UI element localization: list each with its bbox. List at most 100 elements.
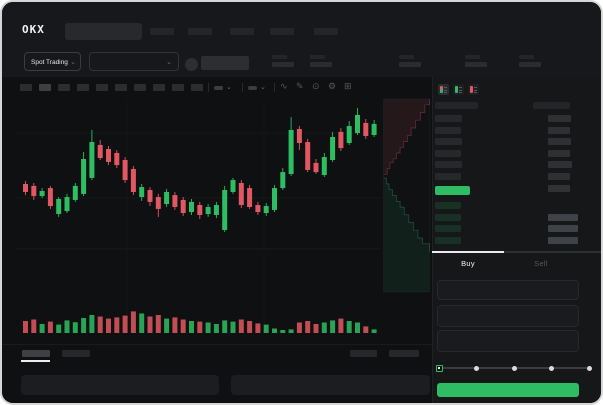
ask-row-amount[interactable] [548,126,570,134]
candle-body [205,206,211,214]
buy-submit-button[interactable] [437,383,579,397]
chevron-down-icon[interactable]: ⌄ [226,84,232,91]
camera-icon[interactable]: ⊙ [312,81,320,91]
ask-row-amount[interactable] [548,161,572,168]
timeframe-button[interactable] [96,84,108,91]
candle-body [155,197,161,209]
last-price-row[interactable] [435,185,470,195]
slider-stop[interactable] [586,365,592,371]
book-view-bids-icon[interactable] [453,84,464,95]
nav-item[interactable] [230,28,254,35]
slider-stop[interactable] [474,365,479,371]
draw-icon[interactable]: ✎ [296,81,304,91]
volume-bar [81,318,87,333]
bottom-tab[interactable] [62,350,90,357]
slider-stop[interactable] [511,365,517,371]
nav-item[interactable] [188,28,212,35]
bid-row-amount[interactable] [548,213,578,221]
timeframe-button[interactable] [115,84,127,91]
timeframe-button[interactable] [20,84,32,91]
bid-row-price[interactable] [435,202,461,209]
volume-bar [31,319,37,333]
nav-item[interactable] [270,28,294,35]
volume-bar [122,315,128,333]
bottom-right-item[interactable] [389,350,419,357]
bottom-right-item[interactable] [350,350,377,357]
volume-bar [338,318,344,333]
volume-bar [23,321,28,333]
timeframe-button[interactable] [153,84,165,91]
tab-sell[interactable]: Sell [534,259,548,268]
timeframe-button[interactable] [134,84,146,91]
candle-body [363,122,369,136]
book-view-asks-icon[interactable] [468,84,479,95]
market-type-dropdown[interactable]: Spot Trading ⌄ [24,52,81,71]
volume-bar [288,329,294,333]
bid-row-price[interactable] [435,236,461,244]
ask-row-amount[interactable] [548,115,571,122]
book-icon-line [474,92,477,93]
stat-value [310,62,332,67]
chevron-down-icon[interactable]: ⌄ [260,84,266,91]
ask-row-amount[interactable] [548,149,570,157]
book-icon-line [459,87,462,88]
candle-body [47,188,53,207]
book-icon-line [459,92,462,93]
last-price-amount [548,185,570,192]
tab-buy[interactable]: Buy [461,259,475,268]
candle-body [114,152,120,166]
candle-body [280,172,286,189]
indicator-dropdown[interactable] [214,86,223,90]
candle-body [72,185,78,200]
volume-bar [39,324,45,333]
timeframe-button[interactable] [39,84,51,91]
ask-row-price[interactable] [435,115,462,122]
search-input[interactable] [65,23,142,40]
candle-body [180,199,186,214]
timeframe-button[interactable] [77,84,89,91]
amount-input[interactable] [437,305,579,327]
volume-bar [230,321,236,333]
book-icon-line [444,87,447,88]
bid-row-amount[interactable] [548,225,578,232]
ask-row-price[interactable] [435,172,461,180]
ask-row-amount[interactable] [548,138,571,145]
candle-body [247,188,253,207]
ask-row-price[interactable] [435,126,461,134]
candle-body [230,180,236,192]
candlestick-chart[interactable] [2,97,432,347]
nav-item[interactable] [314,28,338,35]
total-input[interactable] [437,330,579,352]
ask-row-price[interactable] [435,138,462,145]
candle-body [288,129,294,175]
trade-tabs-divider [432,251,601,253]
line-style-icon[interactable]: ∿ [280,81,288,91]
timeframe-button[interactable] [191,84,203,91]
timeframe-button[interactable] [58,84,70,91]
ask-row-price[interactable] [435,149,461,157]
slider-stop[interactable] [549,365,554,371]
settings-icon[interactable]: ⚙ [328,81,337,91]
candle-body [313,162,319,173]
slider-handle[interactable] [435,364,443,372]
volume-bar [213,324,219,333]
bid-row-amount[interactable] [548,236,578,244]
candle-body [172,195,178,207]
volume-bar [280,330,286,333]
ask-row-amount[interactable] [548,172,570,180]
candle-type-dropdown[interactable] [248,86,257,90]
price-input[interactable] [437,280,579,300]
stat-value [519,62,541,67]
fullscreen-icon[interactable]: ⊞ [344,81,352,91]
ask-row-price[interactable] [435,161,462,168]
bid-row-price[interactable] [435,213,461,221]
timeframe-button[interactable] [172,84,184,91]
book-view-all-icon[interactable] [438,84,449,95]
nav-item[interactable] [150,28,174,35]
candle-body [263,206,269,214]
stat-label [465,55,480,59]
pair-dropdown[interactable]: ⌄ [89,52,179,71]
bottom-tab[interactable] [22,350,50,357]
candle-body [31,185,37,197]
bid-row-price[interactable] [435,225,461,232]
